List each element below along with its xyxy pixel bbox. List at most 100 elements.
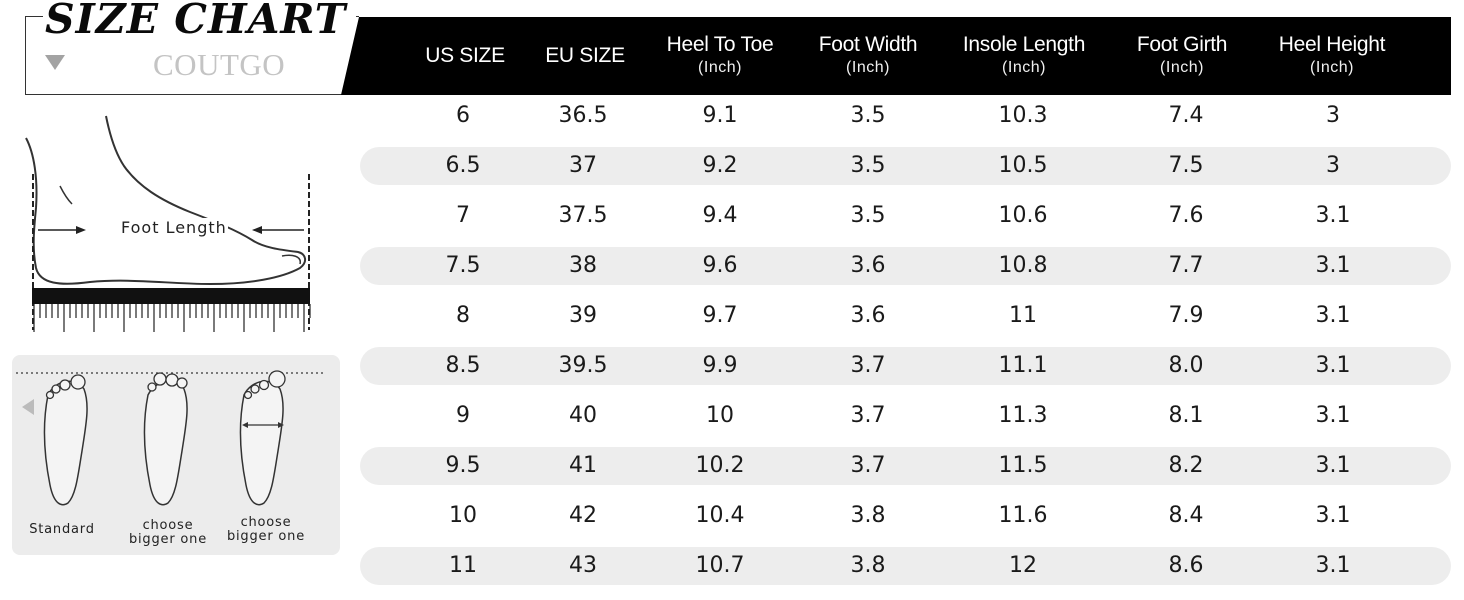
table-cell: 10.5 — [998, 153, 1048, 178]
table-cell: 11 — [1009, 303, 1037, 328]
table-cell: 7 — [456, 203, 470, 228]
header-label: Heel To Toe — [666, 33, 774, 56]
triangle-down-icon — [45, 55, 65, 70]
table-cell: 42 — [569, 503, 597, 528]
table-cell: 6.5 — [445, 153, 481, 178]
table-cell: 37 — [569, 153, 597, 178]
table-cell: 9.2 — [702, 153, 738, 178]
table-cell: 9 — [456, 403, 470, 428]
table-cell: 11.1 — [998, 353, 1048, 378]
table-header: US SIZE EU SIZE Heel To Toe (Inch) Foot … — [341, 17, 1451, 95]
table-cell: 9.5 — [445, 453, 481, 478]
header-foot-girth: Foot Girth (Inch) — [1107, 17, 1257, 95]
table-cell: 8.5 — [445, 353, 481, 378]
table-cell: 10.6 — [998, 203, 1048, 228]
table-cell: 7.6 — [1168, 203, 1204, 228]
table-cell: 10.2 — [695, 453, 745, 478]
table-cell: 11.5 — [998, 453, 1048, 478]
header-label: US SIZE — [425, 44, 505, 67]
table-cell: 39 — [569, 303, 597, 328]
table-cell: 6 — [456, 103, 470, 128]
toe-caption-bigger-1: choose bigger one — [122, 519, 214, 547]
header-foot-width: Foot Width (Inch) — [795, 17, 941, 95]
table-cell: 3.8 — [850, 553, 886, 578]
table-cell: 38 — [569, 253, 597, 278]
table-cell: 7.4 — [1168, 103, 1204, 128]
table-cell: 9.4 — [702, 203, 738, 228]
table-cell: 7.7 — [1168, 253, 1204, 278]
header-unit: (Inch) — [1002, 59, 1046, 76]
table-cell: 11.3 — [998, 403, 1048, 428]
table-cell: 3.1 — [1315, 403, 1351, 428]
table-cell: 3.6 — [850, 253, 886, 278]
header-eu-size: EU SIZE — [525, 17, 645, 95]
table-cell: 9.1 — [702, 103, 738, 128]
table-cell: 3.7 — [850, 353, 886, 378]
table-cell: 9.6 — [702, 253, 738, 278]
table-cell: 3.5 — [850, 203, 886, 228]
table-cell: 43 — [569, 553, 597, 578]
header-label: Foot Girth — [1136, 33, 1228, 56]
foot-length-illustration — [25, 115, 311, 332]
table-cell: 9.9 — [702, 353, 738, 378]
table-row: 8 39 9.7 3.6 11 7.9 3.1 — [360, 297, 1451, 335]
table-row: 6 36.5 9.1 3.5 10.3 7.4 3 — [360, 97, 1451, 135]
table-cell: 37.5 — [558, 203, 608, 228]
table-row: 9.5 41 10.2 3.7 11.5 8.2 3.1 — [360, 447, 1451, 485]
table-cell: 3.7 — [850, 453, 886, 478]
table-cell: 3.6 — [850, 303, 886, 328]
table-cell: 3.5 — [850, 153, 886, 178]
table-cell: 3.1 — [1315, 203, 1351, 228]
header-label: Heel Height — [1278, 33, 1386, 56]
header-label: EU SIZE — [545, 44, 625, 67]
table-cell: 3.1 — [1315, 503, 1351, 528]
table-cell: 3.1 — [1315, 453, 1351, 478]
header-heel-to-toe: Heel To Toe (Inch) — [645, 17, 795, 95]
toe-caption-line: Standard — [29, 522, 95, 537]
header-unit: (Inch) — [698, 59, 742, 76]
table-cell: 7.5 — [445, 253, 481, 278]
table-cell: 10.3 — [998, 103, 1048, 128]
table-cell: 36.5 — [558, 103, 608, 128]
table-cell: 3 — [1326, 153, 1340, 178]
table-cell: 8.2 — [1168, 453, 1204, 478]
table-cell: 12 — [1009, 553, 1037, 578]
table-cell: 40 — [569, 403, 597, 428]
table-cell: 3.5 — [850, 103, 886, 128]
table-cell: 41 — [569, 453, 597, 478]
toe-caption-line: choose — [240, 515, 292, 530]
table-cell: 11 — [449, 553, 477, 578]
table-cell: 8 — [456, 303, 470, 328]
table-cell: 3.7 — [850, 403, 886, 428]
table-cell: 7.5 — [1168, 153, 1204, 178]
header-unit: (Inch) — [1160, 59, 1204, 76]
table-row: 10 42 10.4 3.8 11.6 8.4 3.1 — [360, 497, 1451, 535]
table-cell: 10.7 — [695, 553, 745, 578]
table-cell: 3.1 — [1315, 253, 1351, 278]
table-cell: 3.8 — [850, 503, 886, 528]
table-row: 11 43 10.7 3.8 12 8.6 3.1 — [360, 547, 1451, 585]
toe-caption-standard: Standard — [22, 523, 102, 537]
header-unit: (Inch) — [846, 59, 890, 76]
table-cell: 10.4 — [695, 503, 745, 528]
table-cell: 8.6 — [1168, 553, 1204, 578]
table-row: 8.5 39.5 9.9 3.7 11.1 8.0 3.1 — [360, 347, 1451, 385]
table-cell: 3.1 — [1315, 303, 1351, 328]
toe-guide-panel: Standard choose bigger one choose bigger… — [12, 355, 340, 555]
table-row: 9 40 10 3.7 11.3 8.1 3.1 — [360, 397, 1451, 435]
table-cell: 8.0 — [1168, 353, 1204, 378]
table-cell: 10.8 — [998, 253, 1048, 278]
table-cell: 9.7 — [702, 303, 738, 328]
table-row: 7.5 38 9.6 3.6 10.8 7.7 3.1 — [360, 247, 1451, 285]
table-cell: 8.1 — [1168, 403, 1204, 428]
table-cell: 11.6 — [998, 503, 1048, 528]
table-cell: 7.9 — [1168, 303, 1204, 328]
table-row: 7 37.5 9.4 3.5 10.6 7.6 3.1 — [360, 197, 1451, 235]
table-cell: 39.5 — [558, 353, 608, 378]
header-us-size: US SIZE — [405, 17, 525, 95]
header-label: Insole Length — [962, 33, 1086, 56]
toe-caption-line: bigger one — [226, 529, 306, 544]
header-heel-height: Heel Height (Inch) — [1257, 17, 1407, 95]
table-cell: 10 — [706, 403, 734, 428]
foot-length-label: Foot Length — [120, 218, 228, 237]
